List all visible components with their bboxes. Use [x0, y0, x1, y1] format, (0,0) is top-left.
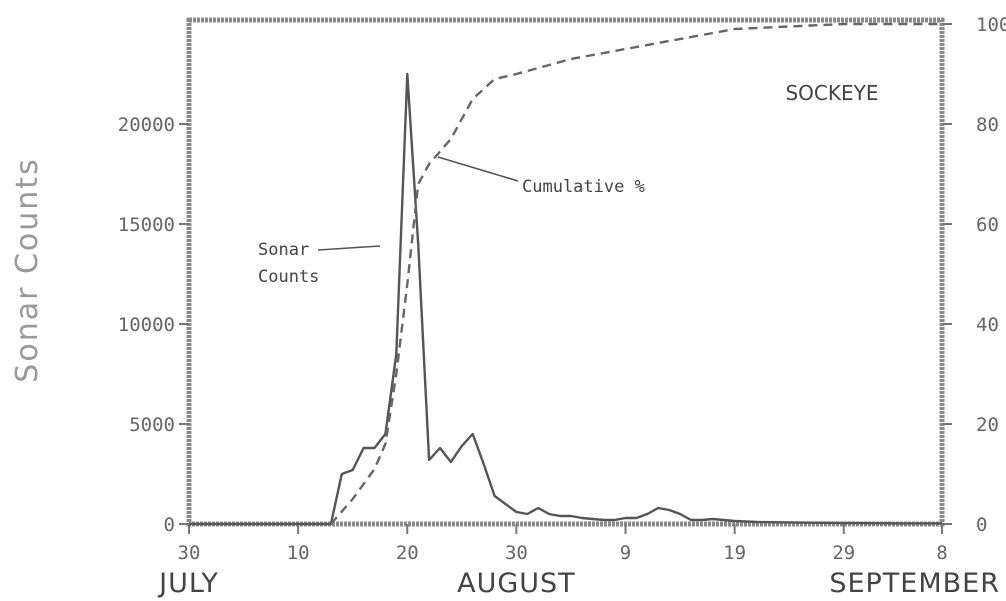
sonar-counts-line [189, 72, 942, 526]
x-tick-label: 8 [936, 542, 947, 564]
month-label: JULY [157, 568, 219, 599]
y-tick-label: 5000 [129, 414, 175, 436]
month-label: AUGUST [457, 568, 576, 599]
y-tick-label: 20000 [118, 114, 175, 136]
month-label: SEPTEMBER [829, 568, 1000, 599]
ticks-group: 0 5000 10000 15000 20000 0 20 40 60 80 100 30 10 20 30… [118, 14, 1006, 599]
cumulative-annotation: Cumulative % [522, 177, 645, 197]
series-group [189, 22, 942, 526]
chart-species-label: SOCKEYE [785, 81, 878, 105]
y2-tick-label: 0 [976, 514, 987, 536]
sonar-counts-annotation-line2: Counts [258, 267, 319, 287]
y-tick-label: 0 [164, 514, 175, 536]
sonar-counts-annotation-line1: Sonar [258, 240, 309, 260]
y2-tick-label: 60 [976, 214, 999, 236]
y2-tick-label: 40 [976, 314, 999, 336]
y2-tick-label: 100 [976, 14, 1006, 36]
axes-group [186, 17, 945, 527]
x-tick-label: 30 [178, 542, 201, 564]
y2-tick-label: 20 [976, 414, 999, 436]
plot-frame [186, 17, 945, 527]
y-tick-label: 10000 [118, 314, 175, 336]
x-tick-label: 29 [832, 542, 855, 564]
y2-tick-label: 80 [976, 114, 999, 136]
sonar-counts-leader-line [317, 245, 381, 251]
cumulative-leader-line [437, 156, 519, 182]
x-tick-label: 9 [620, 542, 631, 564]
y-axis-label: Sonar Counts [10, 157, 45, 382]
cumulative-percent-line [329, 22, 942, 525]
x-tick-label: 19 [723, 542, 746, 564]
y-tick-label: 15000 [118, 214, 175, 236]
x-tick-label: 20 [396, 542, 419, 564]
x-tick-label: 10 [287, 542, 310, 564]
x-tick-label: 30 [505, 542, 528, 564]
